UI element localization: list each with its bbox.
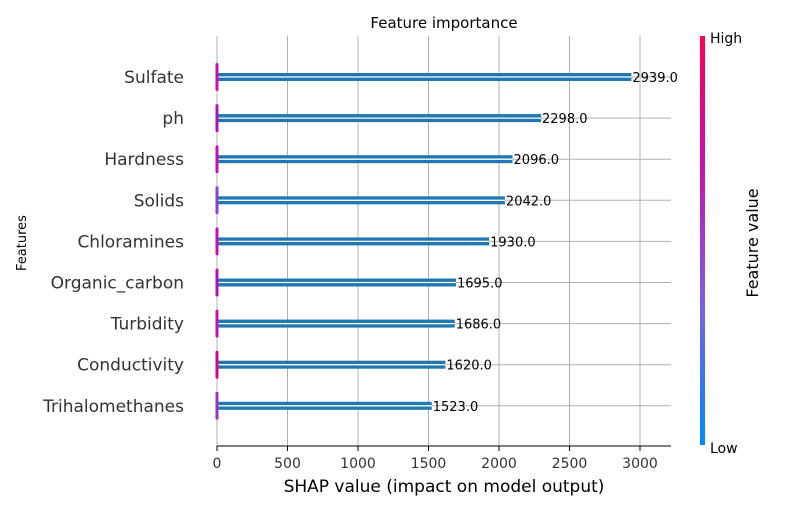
sample-marker (215, 350, 219, 379)
value-label: 2939.0 (632, 71, 678, 86)
x-tick-label: 3000 (622, 456, 658, 472)
sample-marker (215, 104, 219, 133)
value-label: 2298.0 (542, 112, 588, 127)
colorbar (700, 36, 705, 445)
x-tick-label: 1000 (340, 456, 376, 472)
sample-marker (215, 145, 219, 174)
sample-marker (215, 227, 219, 256)
sample-marker (215, 309, 219, 338)
y-tick-labels: Sulfate ph Hardness Solids Chloramines Organi… (42, 68, 184, 417)
sample-marker (215, 268, 219, 297)
y-tick-label: Trihalomethanes (42, 397, 184, 417)
x-tick-label: 2500 (552, 456, 588, 472)
y-tick-label: Hardness (104, 150, 184, 170)
value-label: 2096.0 (514, 153, 560, 168)
sample-marker (215, 186, 219, 215)
chart-title: Feature importance (370, 14, 517, 32)
value-label: 2042.0 (506, 194, 552, 209)
value-label: 1523.0 (433, 400, 479, 415)
x-tick-label: 500 (274, 456, 301, 472)
x-tick-label: 1500 (411, 456, 447, 472)
y-tick-label: Sulfate (124, 68, 184, 88)
value-labels: 2939.0 2298.0 2096.0 2042.0 1930.0 1695.0 1686… (433, 71, 678, 415)
y-tick-label: ph (162, 109, 184, 129)
x-tick-label: 0 (213, 456, 222, 472)
value-label: 1930.0 (490, 235, 536, 250)
y-tick-label: Chloramines (77, 232, 184, 252)
sample-marker (215, 63, 219, 91)
y-tick-label: Organic_carbon (51, 274, 184, 294)
value-label: 1695.0 (457, 277, 503, 292)
bars (217, 73, 632, 410)
y-tick-label: Conductivity (77, 356, 184, 376)
sample-marker (215, 391, 219, 420)
x-ticks: 0 500 1000 1500 2000 2500 3000 (213, 446, 658, 472)
markers (215, 63, 219, 420)
colorbar-high-label: High (710, 31, 742, 47)
y-tick-label: Turbidity (110, 315, 184, 335)
value-label: 1620.0 (446, 359, 492, 374)
colorbar-label: Feature value (743, 188, 762, 297)
colorbar-low-label: Low (710, 441, 738, 457)
x-axis-label: SHAP value (impact on model output) (284, 477, 605, 497)
x-tick-label: 2000 (481, 456, 517, 472)
y-axis-label: Features (15, 215, 30, 271)
y-tick-label: Solids (134, 191, 184, 211)
value-label: 1686.0 (456, 318, 502, 333)
